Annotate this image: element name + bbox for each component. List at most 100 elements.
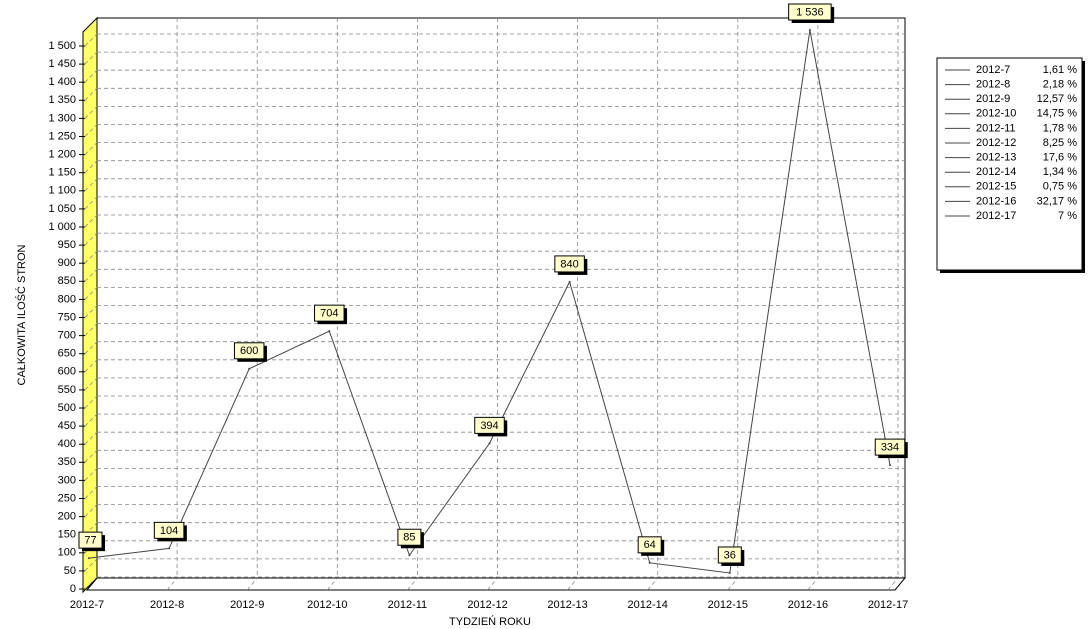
- legend: [936, 57, 1083, 271]
- legend-share: 1,34 %: [1043, 166, 1077, 178]
- grid-line: [84, 341, 98, 354]
- y-tick-label: 350: [58, 456, 76, 468]
- legend-label: 2012-16: [976, 195, 1016, 207]
- legend-label: 2012-8: [976, 79, 1010, 91]
- x-tick-label: 2012-7: [70, 599, 104, 611]
- legend-shadow: [940, 270, 1085, 273]
- grid-line: [84, 468, 98, 481]
- data-point: [889, 464, 891, 467]
- x-tick-label: 2012-10: [307, 599, 347, 611]
- grid-line: [84, 160, 98, 173]
- y-tick-label: 500: [58, 402, 76, 414]
- legend-share: 17,6 %: [1043, 152, 1077, 164]
- data-label: 64: [644, 539, 656, 551]
- data-point: [328, 330, 331, 333]
- grid-line: [84, 359, 98, 373]
- legend-share: 1,61 %: [1043, 64, 1077, 76]
- y-tick-label: 1 200: [48, 149, 76, 161]
- grid-line: [84, 504, 98, 517]
- y-tick-label: 0: [70, 583, 76, 595]
- data-point: [248, 367, 251, 370]
- legend-label: 2012-14: [976, 166, 1016, 178]
- data-point: [408, 554, 411, 557]
- legend-label: 2012-15: [976, 181, 1016, 193]
- grid-line: [84, 450, 98, 463]
- grid-line: [84, 287, 98, 300]
- grid-line: [407, 577, 418, 591]
- x-tick-label: 2012-11: [388, 599, 428, 611]
- y-tick-label: 800: [58, 293, 76, 305]
- grid-line: [84, 413, 98, 427]
- y-tick-label: 750: [58, 311, 76, 323]
- y-tick-label: 1 300: [48, 112, 76, 124]
- x-tick-label: 2012-8: [150, 599, 184, 611]
- grid-line: [84, 232, 98, 246]
- y-tick-label: 700: [58, 330, 76, 342]
- grid-line: [84, 558, 98, 572]
- grid-line: [84, 142, 98, 155]
- grid-line: [326, 577, 338, 591]
- y-tick-label: 1 500: [48, 40, 76, 52]
- grid-line: [84, 196, 98, 210]
- data-label: 394: [480, 420, 498, 432]
- data-point: [488, 442, 491, 445]
- y-tick-label: 1 150: [48, 167, 76, 179]
- grid-line: [84, 106, 98, 119]
- grid-line: [84, 395, 98, 409]
- data-label-box: [397, 528, 422, 546]
- data-label-box: [314, 304, 345, 322]
- y-tick-label: 1 250: [48, 130, 76, 142]
- grid-line: [84, 305, 98, 318]
- data-label-box: [874, 438, 906, 456]
- y-tick-label: 850: [58, 275, 76, 287]
- data-label: 77: [84, 535, 96, 547]
- y-tick-label: 900: [58, 257, 76, 269]
- y-tick-label: 600: [58, 366, 76, 378]
- legend-share: 12,57 %: [1037, 93, 1078, 105]
- grid-line: [727, 577, 739, 591]
- grid-line: [84, 431, 98, 445]
- y-tick-label: 450: [58, 420, 76, 432]
- y-tick-label: 650: [58, 348, 76, 360]
- y-tick-label: 150: [58, 529, 76, 541]
- x-tick-label: 2012-14: [628, 599, 668, 611]
- legend-label: 2012-9: [976, 93, 1010, 105]
- data-label: 704: [320, 308, 338, 320]
- data-point: [168, 547, 171, 550]
- x-axis-label: TYDZIEŃ ROKU: [449, 615, 531, 628]
- data-point: [648, 561, 651, 564]
- grid-line: [84, 33, 98, 47]
- legend-share: 2,18 %: [1043, 79, 1077, 91]
- y-tick-label: 550: [58, 384, 76, 396]
- y-tick-label: 950: [58, 239, 76, 251]
- x-tick-label: 2012-16: [788, 599, 828, 611]
- grid-line: [246, 577, 258, 591]
- x-tick-label: 2012-15: [708, 599, 748, 611]
- data-point: [808, 28, 811, 31]
- data-point: [88, 557, 90, 560]
- data-label-box: [474, 416, 505, 434]
- legend-label: 2012-7: [976, 64, 1010, 76]
- grid-line: [84, 214, 98, 228]
- grid-line: [84, 323, 98, 336]
- data-label-box: [78, 531, 103, 549]
- y-axis-label: CAŁKOWITA ILOŚĆ STRON: [15, 244, 28, 385]
- legend-label: 2012-11: [976, 122, 1016, 134]
- legend-share: 32,17 %: [1037, 195, 1078, 207]
- floor: [85, 577, 907, 591]
- data-label-box: [637, 536, 662, 554]
- legend-label: 2012-12: [976, 137, 1016, 149]
- legend-share: 1,78 %: [1043, 122, 1077, 134]
- y-tick-label: 1 050: [48, 203, 76, 215]
- data-label: 840: [560, 258, 578, 270]
- data-label-box: [554, 255, 585, 273]
- back-wall: [96, 17, 906, 579]
- y-tick-label: 200: [58, 511, 76, 523]
- grid-line: [487, 577, 498, 591]
- y-tick-label: 400: [58, 438, 76, 450]
- y-tick-label: 250: [58, 492, 76, 504]
- grid-line: [84, 124, 98, 137]
- data-label: 600: [240, 345, 258, 357]
- grid-line: [807, 577, 819, 591]
